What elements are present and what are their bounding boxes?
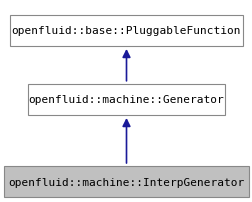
FancyBboxPatch shape (4, 166, 248, 198)
FancyBboxPatch shape (10, 16, 242, 47)
FancyBboxPatch shape (28, 84, 224, 116)
Text: openfluid::machine::InterpGenerator: openfluid::machine::InterpGenerator (8, 177, 244, 187)
Text: openfluid::base::PluggableFunction: openfluid::base::PluggableFunction (12, 26, 240, 36)
Text: openfluid::machine::Generator: openfluid::machine::Generator (28, 95, 224, 105)
